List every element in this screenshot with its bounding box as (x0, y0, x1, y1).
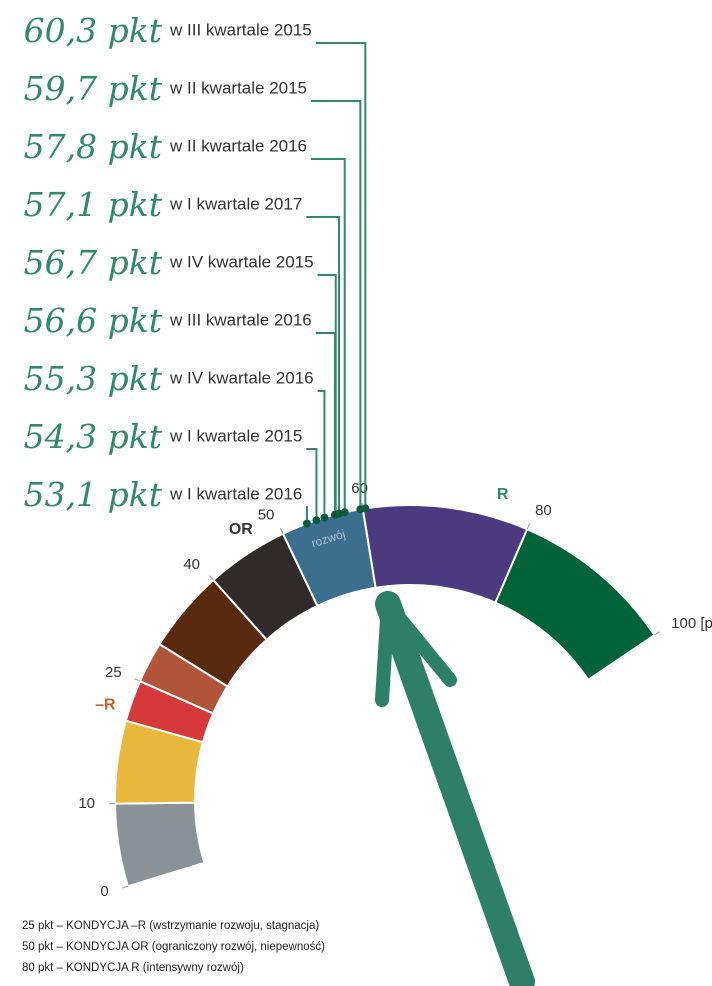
reading-period: w IV kwartale 2015 (169, 252, 314, 271)
reading-dot (303, 520, 311, 528)
reading-value: 57,1 pkt (24, 185, 163, 224)
reading-value: 59,7 pkt (24, 69, 163, 108)
arrow-head (382, 604, 388, 700)
reading-period: w I kwartale 2015 (169, 426, 302, 445)
reading-value: 56,7 pkt (24, 243, 163, 282)
leader-line (318, 275, 336, 514)
reading-period: w I kwartale 2017 (169, 194, 302, 213)
tick-label: 0 (100, 883, 108, 900)
tick-label: 80 (535, 502, 552, 519)
gauge-segment (495, 529, 654, 680)
reading-value: 55,3 pkt (24, 359, 163, 398)
tick-mark (209, 576, 213, 580)
zone-label: –R (95, 697, 116, 714)
arrow-shaft (388, 604, 522, 982)
zone-label: R (497, 486, 509, 503)
reading-dot (331, 511, 339, 519)
reading-value: 60,3 pkt (24, 11, 163, 50)
tick-label: 50 (258, 507, 275, 524)
note: 80 pkt – KONDYCJA R (intensywny rozwój) (22, 962, 244, 974)
tick-mark (122, 886, 128, 888)
tick-mark (134, 679, 139, 681)
tick-mark (280, 528, 283, 533)
reading-period: w III kwartale 2015 (169, 20, 312, 39)
leader-line (318, 391, 325, 518)
tick-label: 100 [pkt] (671, 615, 712, 632)
reading-period: w II kwartale 2015 (169, 78, 307, 97)
tick-mark (527, 524, 529, 530)
tick-label: 25 (105, 664, 122, 681)
reading-value: 56,6 pkt (24, 301, 163, 340)
note: 50 pkt – KONDYCJA OR (ograniczony rozwój… (22, 941, 325, 953)
arrow (382, 604, 522, 982)
reading-value: 54,3 pkt (24, 417, 163, 456)
gauge-segment (115, 803, 204, 887)
reading-period: w IV kwartale 2016 (169, 368, 314, 387)
reading-dot (356, 505, 364, 513)
tick-mark (655, 632, 660, 635)
reading-value: 53,1 pkt (24, 475, 163, 514)
tick-label: 40 (183, 556, 200, 573)
reading-period: w II kwartale 2016 (169, 136, 307, 155)
infographic: rozwój0102540506080100 [pkt]–RORR60,3 pk… (0, 0, 712, 986)
reading-period: w I kwartale 2016 (169, 484, 302, 503)
zone-label: OR (229, 521, 253, 538)
reading-dot (312, 516, 320, 524)
note: 25 pkt – KONDYCJA –R (wstrzymanie rozwoj… (22, 920, 319, 932)
reading-period: w III kwartale 2016 (169, 310, 312, 329)
reading-dot (320, 514, 328, 522)
tick-label: 10 (78, 795, 95, 812)
reading-value: 57,8 pkt (24, 127, 163, 166)
